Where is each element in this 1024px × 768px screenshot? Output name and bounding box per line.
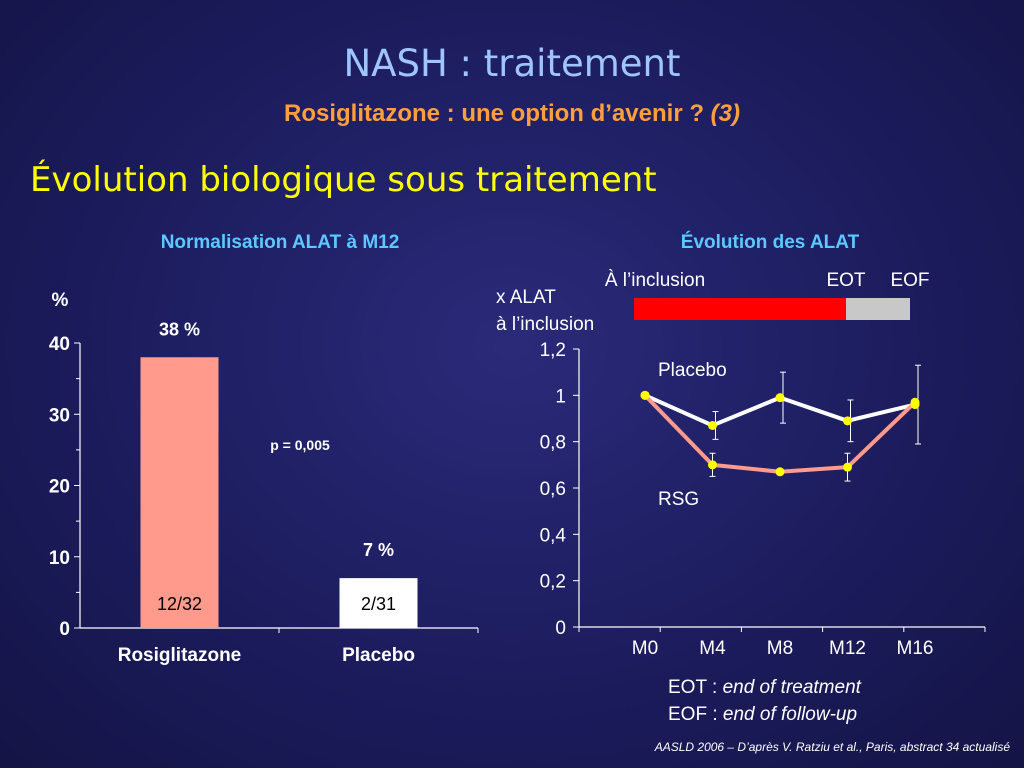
note-eof: EOF : end of follow-up (668, 701, 861, 728)
bar-value-label: 38 % (159, 319, 200, 339)
data-point (708, 460, 717, 470)
note-eof-abbr: EOF : (668, 704, 718, 725)
period-label-eot: EOT (826, 270, 865, 291)
subtitle-main: Rosiglitazone : une option d’avenir ? (283, 100, 704, 127)
bar (140, 357, 219, 628)
line-chart: 0 0,2 0,4 0,6 0,8 1 1,2 x ALAT à l’inclusion M0 M4… (496, 270, 986, 659)
note-eot-text: end of treatment (722, 677, 861, 698)
data-point (910, 397, 920, 407)
page-title: NASH : traitement (343, 42, 681, 85)
data-point (843, 416, 852, 426)
y-tick-label: 40 (49, 334, 70, 355)
series-label-rsg: RSG (658, 489, 699, 510)
x-tick-label: Rosiglitazone (118, 645, 242, 666)
y-tick-label: 0 (59, 619, 70, 640)
bar-chart-title: Normalisation ALAT à M12 (160, 232, 400, 253)
bar (339, 578, 418, 628)
y-tick-label: 1 (555, 386, 566, 407)
x-tick-label: M16 (897, 638, 934, 659)
data-point (775, 467, 785, 477)
period-label-eof: EOF (890, 270, 929, 291)
section-heading: Évolution biologique sous traitement (30, 160, 657, 200)
subtitle-ref: (3) (710, 100, 741, 127)
x-tick-label: M0 (632, 638, 658, 659)
bar-count-label: 2/31 (361, 594, 396, 614)
note-eof-text: end of follow-up (722, 704, 858, 725)
period-label-inclusion: À l’inclusion (605, 270, 705, 291)
subtitle: Rosiglitazone : une option d’avenir ? (3… (0, 100, 1024, 128)
period-bar-followup (846, 298, 910, 320)
x-tick-label: M8 (767, 638, 793, 659)
y-tick-label: 0,6 (540, 479, 566, 500)
series-line-rsg (643, 393, 917, 474)
bar-chart: 0 10 20 30 40% 38 % 12/32 Rosiglitazone 7 % 2/31 P… (49, 290, 479, 666)
y-tick-label: 1,2 (540, 340, 566, 361)
y-tick-label: 0,8 (540, 433, 566, 454)
y-tick-label: 0,2 (540, 572, 566, 593)
footnotes: EOT : end of treatment EOF : end of foll… (668, 674, 861, 728)
x-tick-label: M4 (699, 638, 726, 659)
series-label-placebo: Placebo (658, 360, 727, 381)
line-chart-title: Évolution des ALAT (680, 232, 860, 253)
x-tick-label: M12 (829, 638, 866, 659)
note-eot: EOT : end of treatment (668, 674, 861, 701)
bar-count-label: 12/32 (157, 594, 202, 614)
data-point (708, 420, 717, 430)
data-point (775, 393, 785, 403)
y-tick-label: 0 (555, 618, 566, 639)
x-tick-label: Placebo (342, 645, 415, 666)
y-axis-label-line1: x ALAT (496, 287, 556, 308)
y-axis-label: % (52, 290, 69, 311)
y-axis-label-line2: à l’inclusion (496, 314, 594, 335)
period-bar-treatment (634, 298, 846, 320)
bar-value-label: 7 % (363, 540, 394, 560)
data-point (640, 390, 650, 400)
data-point (843, 462, 852, 472)
note-eot-abbr: EOT : (668, 677, 718, 698)
source-citation: AASLD 2006 – D’après V. Ratziu et al., P… (654, 740, 1010, 754)
y-tick-label: 20 (49, 477, 70, 498)
y-tick-label: 30 (49, 405, 70, 426)
y-tick-label: 0,4 (540, 525, 567, 546)
p-value-annotation: p = 0,005 (270, 437, 330, 453)
y-tick-label: 10 (49, 548, 70, 569)
